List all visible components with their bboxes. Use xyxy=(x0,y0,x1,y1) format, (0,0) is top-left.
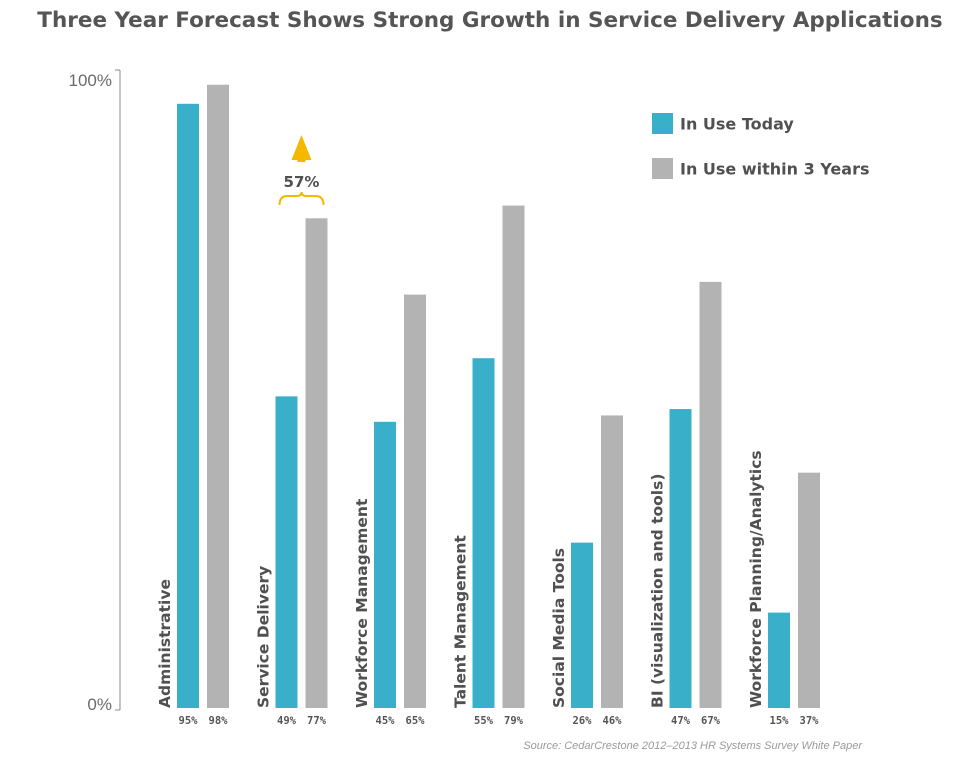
data-label-administrative-in-use-today: 95% xyxy=(179,715,199,727)
category-label-bi-visualization-and-tools: BI (visualization and tools) xyxy=(649,474,667,708)
bar-administrative-in-use-within-3-years xyxy=(207,84,229,709)
legend-swatch-in-use-within-3-years xyxy=(652,158,673,179)
data-label-workforce-management-in-use-within-3-years: 65% xyxy=(406,715,426,727)
data-label-workforce-planning-analytics-in-use-today: 15% xyxy=(770,715,790,727)
category-label-social-media-tools: Social Media Tools xyxy=(550,548,568,708)
data-label-workforce-planning-analytics-in-use-within-3-years: 37% xyxy=(800,715,820,727)
bar-workforce-management-in-use-within-3-years xyxy=(404,294,426,708)
data-label-social-media-tools-in-use-today: 26% xyxy=(573,715,593,727)
bar-service-delivery-in-use-today xyxy=(275,396,298,708)
bar-administrative-in-use-today xyxy=(177,103,199,709)
data-label-service-delivery-in-use-today: 49% xyxy=(277,715,297,727)
data-label-administrative-in-use-within-3-years: 98% xyxy=(209,715,229,727)
up-arrow-icon xyxy=(291,135,312,160)
category-label-service-delivery: Service Delivery xyxy=(255,566,273,708)
data-label-workforce-management-in-use-today: 45% xyxy=(376,715,396,727)
data-label-bi-visualization-and-tools-in-use-within-3-years: 67% xyxy=(701,715,721,727)
growth-bracket-icon xyxy=(278,191,325,206)
category-label-workforce-management: Workforce Management xyxy=(353,498,371,708)
bar-workforce-planning-analytics-in-use-today xyxy=(768,612,790,708)
legend-swatch-in-use-today xyxy=(652,113,673,134)
bar-bi-visualization-and-tools-in-use-today xyxy=(669,409,692,708)
source-note: Source: CedarCrestone 2012–2013 HR Syste… xyxy=(523,740,862,752)
data-label-service-delivery-in-use-within-3-years: 77% xyxy=(307,715,327,727)
data-label-social-media-tools-in-use-within-3-years: 46% xyxy=(603,715,623,727)
bar-social-media-tools-in-use-today xyxy=(571,542,593,708)
bar-talent-management-in-use-today xyxy=(472,358,495,708)
data-label-talent-management-in-use-within-3-years: 79% xyxy=(504,715,524,727)
y-tick-label-max: 100% xyxy=(69,71,112,90)
bar-social-media-tools-in-use-within-3-years xyxy=(601,415,623,708)
legend-label-in-use-today: In Use Today xyxy=(680,115,794,134)
y-tick-label-min: 0% xyxy=(87,695,112,714)
bar-bi-visualization-and-tools-in-use-within-3-years xyxy=(699,281,722,708)
bar-talent-management-in-use-within-3-years xyxy=(502,205,525,708)
chart-title: Three Year Forecast Shows Strong Growth … xyxy=(37,8,943,33)
data-label-talent-management-in-use-today: 55% xyxy=(474,715,494,727)
category-label-workforce-planning-analytics: Workforce Planning/Analytics xyxy=(747,450,765,708)
legend-label-in-use-within-3-years: In Use within 3 Years xyxy=(680,160,869,179)
category-label-administrative: Administrative xyxy=(156,579,174,708)
data-label-bi-visualization-and-tools-in-use-today: 47% xyxy=(671,715,691,727)
bar-service-delivery-in-use-within-3-years xyxy=(305,218,328,708)
growth-callout-label: 57% xyxy=(284,173,320,191)
bar-workforce-management-in-use-today xyxy=(374,421,396,708)
up-arrow-stem-icon xyxy=(297,148,306,162)
bar-workforce-planning-analytics-in-use-within-3-years xyxy=(798,472,820,708)
category-label-talent-management: Talent Management xyxy=(452,535,470,708)
